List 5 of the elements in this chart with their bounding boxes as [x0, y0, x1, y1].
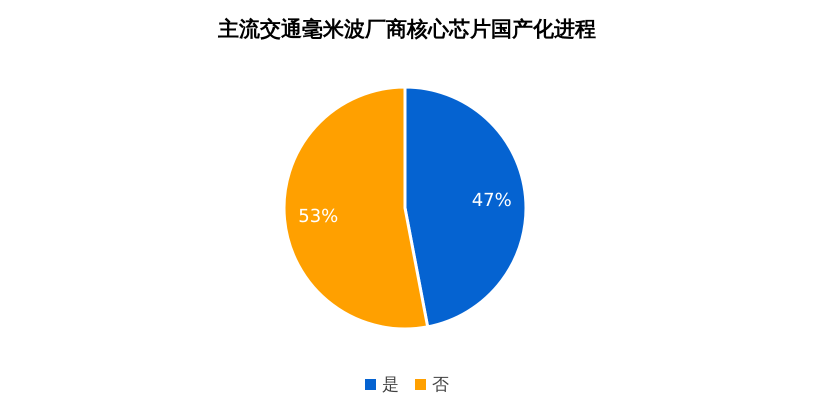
chart-title: 主流交通毫米波厂商核心芯片国产化进程	[217, 17, 596, 41]
data-label: 53%	[298, 206, 338, 228]
data-label: 47%	[472, 190, 512, 211]
legend-label: 是	[382, 375, 399, 395]
legend-label: 否	[432, 375, 449, 395]
